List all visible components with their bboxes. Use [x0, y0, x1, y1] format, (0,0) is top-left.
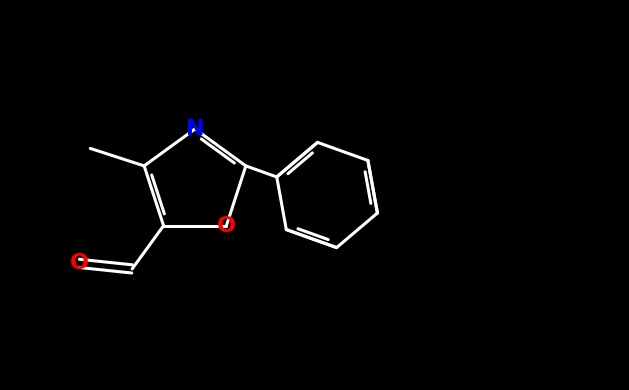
Text: O: O — [217, 216, 236, 236]
Text: O: O — [69, 254, 89, 273]
Text: N: N — [186, 119, 204, 139]
